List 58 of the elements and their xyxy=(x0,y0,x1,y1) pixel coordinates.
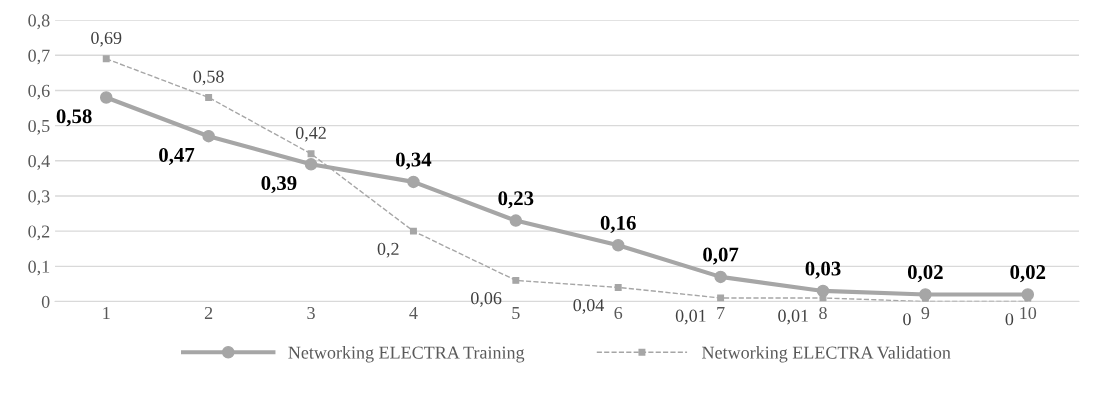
point xyxy=(307,150,315,158)
data-label: 0 xyxy=(1005,313,1014,326)
point xyxy=(202,129,215,143)
point xyxy=(512,276,520,284)
data-label: 0,58 xyxy=(56,109,92,127)
data-label: 0,02 xyxy=(907,265,943,283)
data-label: 0,47 xyxy=(159,147,195,165)
x-tick-label: 9 xyxy=(921,306,930,320)
point xyxy=(304,158,318,171)
data-label: 0,23 xyxy=(498,191,534,209)
y-tick-label: 0,8 xyxy=(28,14,50,30)
data-label: 0,16 xyxy=(600,215,636,233)
y-tick-label: 0,5 xyxy=(28,119,50,135)
x-tick-label: 6 xyxy=(614,306,623,320)
y-tick-label: 0,3 xyxy=(28,190,50,206)
point xyxy=(611,238,625,252)
x-tick-label: 5 xyxy=(512,307,520,320)
x-tick-label: 2 xyxy=(204,306,213,319)
data-label: 0,07 xyxy=(703,247,739,265)
point xyxy=(99,91,113,104)
data-label: 0,42 xyxy=(295,126,326,142)
y-tick-label: 0,1 xyxy=(28,260,50,276)
y-tick-label: 0,4 xyxy=(28,155,50,170)
data-label: 0,06 xyxy=(471,292,502,307)
point xyxy=(407,175,420,189)
x-tick-label: 7 xyxy=(717,307,725,319)
data-label: 0,69 xyxy=(91,31,122,47)
point xyxy=(816,284,830,298)
data-label: 0,04 xyxy=(573,299,605,314)
point xyxy=(205,94,213,101)
data-label: 0,58 xyxy=(193,70,224,86)
y-tick-label: 0,6 xyxy=(28,84,50,100)
data-label: 0,01 xyxy=(778,309,809,325)
legend-label: Networking ELECTRA Validation xyxy=(702,346,951,363)
data-label: 0 xyxy=(903,313,911,326)
data-label: 0,03 xyxy=(805,261,841,279)
data-label: 0,39 xyxy=(261,176,297,194)
point xyxy=(919,288,932,301)
y-tick-label: 0,2 xyxy=(28,225,50,241)
x-tick-label: 8 xyxy=(819,306,827,320)
data-label: 0,2 xyxy=(377,242,399,258)
data-label: 0,02 xyxy=(1010,265,1046,283)
x-tick-label: 1 xyxy=(103,306,110,319)
point xyxy=(614,283,622,291)
data-label: 0,01 xyxy=(675,309,706,325)
y-tick-label: 0 xyxy=(41,295,50,308)
point xyxy=(717,294,725,302)
data-label: 0,34 xyxy=(395,152,432,170)
x-tick-label: 10 xyxy=(1020,306,1037,320)
point xyxy=(1021,288,1035,301)
point xyxy=(714,270,727,284)
y-tick-label: 0,7 xyxy=(28,49,50,65)
point xyxy=(102,55,110,63)
legend-label: Networking ELECTRA Training xyxy=(288,346,525,363)
x-tick-label: 4 xyxy=(409,307,418,319)
point xyxy=(509,214,523,227)
point xyxy=(409,227,417,235)
x-tick-label: 3 xyxy=(307,306,315,320)
